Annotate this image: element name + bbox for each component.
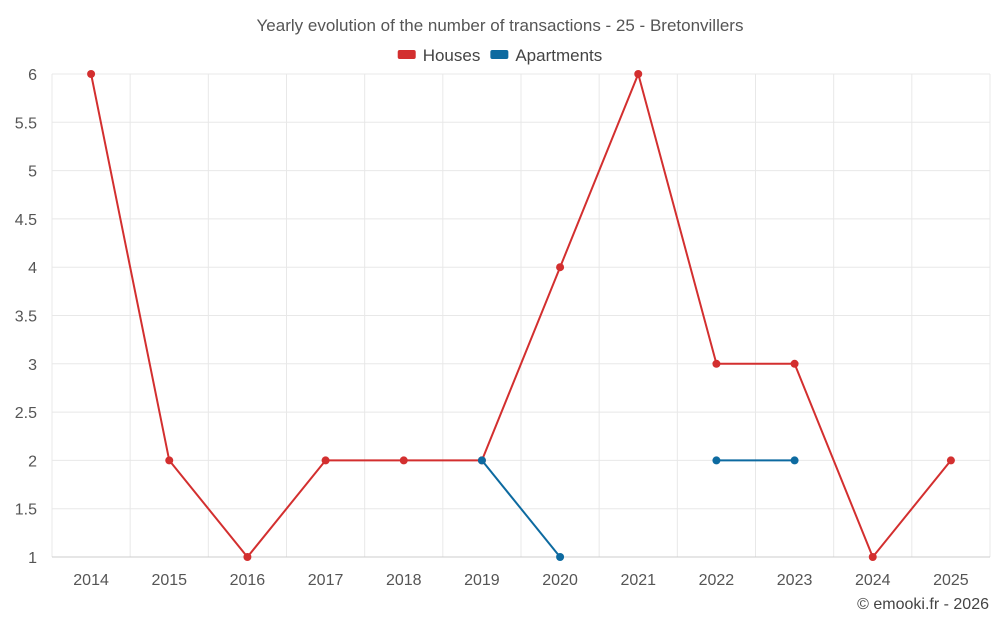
x-tick-label: 2018: [386, 572, 422, 589]
data-point-apartments: [477, 456, 486, 465]
data-point-houses: [634, 70, 643, 78]
legend: Houses Apartments: [397, 46, 602, 65]
legend-label-apartments: Apartments: [515, 46, 602, 65]
data-point-houses: [790, 359, 799, 368]
data-point-houses: [712, 359, 721, 368]
legend-label-houses: Houses: [423, 46, 481, 65]
data-point-houses: [87, 70, 96, 78]
data-point-houses: [868, 553, 877, 561]
y-tick-label: 1.5: [15, 502, 37, 519]
legend-swatch-apartments: [490, 50, 509, 59]
legend-swatch-houses: [397, 50, 416, 59]
x-tick-label: 2016: [230, 572, 266, 589]
data-point-houses: [946, 456, 955, 465]
y-tick-label: 4: [28, 260, 37, 277]
chart-title: Yearly evolution of the number of transa…: [257, 16, 744, 35]
x-tick-label: 2020: [542, 572, 578, 589]
x-tick-label: 2015: [151, 572, 187, 589]
data-point-apartments: [556, 553, 565, 561]
series-line-apartments: [481, 459, 561, 558]
y-tick-label: 5.5: [15, 115, 37, 132]
y-tick-label: 1: [28, 550, 37, 567]
grid: [51, 73, 991, 558]
x-tick-label: 2023: [777, 572, 813, 589]
series-line-houses: [90, 73, 952, 558]
y-axis: 1 1.5 2 2.5 3 3.5 4 4.5 5 5.5 6: [15, 67, 37, 567]
y-tick-label: 5: [28, 164, 37, 181]
credit-text: © emooki.fr - 2026: [857, 596, 989, 613]
x-axis: 2014 2015 2016 2017 2018 2019 2020 2021 2022 2023…: [73, 572, 969, 589]
y-tick-label: 6: [28, 67, 37, 84]
x-tick-label: 2022: [699, 572, 735, 589]
y-tick-label: 4.5: [15, 212, 37, 229]
x-tick-label: 2025: [933, 572, 969, 589]
x-tick-label: 2021: [620, 572, 656, 589]
data-point-houses: [243, 553, 252, 561]
x-tick-label: 2017: [308, 572, 344, 589]
x-tick-label: 2014: [73, 572, 109, 589]
y-tick-label: 2: [28, 453, 37, 470]
y-tick-label: 2.5: [15, 405, 37, 422]
x-tick-label: 2019: [464, 572, 500, 589]
data-point-houses: [399, 456, 408, 465]
data-point-apartments: [712, 456, 721, 465]
y-tick-label: 3.5: [15, 309, 37, 326]
data-point-houses: [321, 456, 330, 465]
series-layer: [87, 70, 955, 561]
x-tick-label: 2024: [855, 572, 891, 589]
data-point-apartments: [790, 456, 799, 465]
data-point-houses: [165, 456, 174, 465]
data-point-houses: [556, 263, 565, 272]
y-tick-label: 3: [28, 357, 37, 374]
